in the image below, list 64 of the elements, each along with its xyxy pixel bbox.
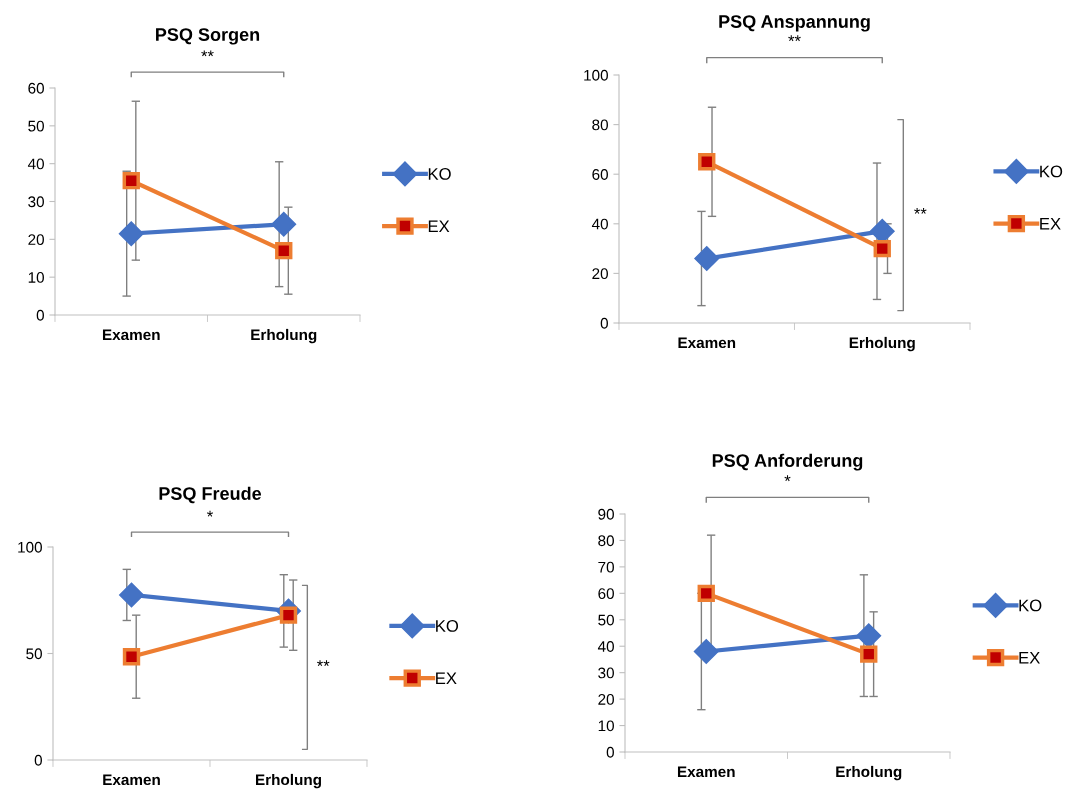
y-tick-label: 0 [606,746,614,758]
text: ** [201,50,214,57]
point [275,242,293,260]
x-tick-label: Erholung [849,336,915,352]
y-tick-label: 10 [28,272,44,283]
text: * [207,510,213,517]
y-tick-label: 60 [592,169,608,180]
y-tick-label: 40 [591,218,608,230]
annotation: ** [914,207,927,214]
y-tick-label: 60 [28,82,44,94]
y-tick-label: 50 [26,648,42,660]
y-tick-label: 20 [598,693,614,705]
x-tick-label: Examen [102,329,160,341]
text: ** [788,35,801,42]
legend-label: KO [1019,599,1042,612]
legend-label: EX [428,220,450,232]
point [119,582,144,608]
point [271,211,297,237]
chart-title: PSQ Anspannung [719,15,870,32]
y-tick-label: 100 [18,541,42,553]
legend-label: EX [436,672,457,684]
y-tick-label: 30 [598,667,614,679]
legend-label: KO [1040,165,1063,178]
y-tick-label: 0 [600,317,608,329]
x-tick-label: Examen [103,774,160,786]
y-tick-label: 20 [592,268,608,280]
y-tick-label: 60 [598,588,614,600]
point [122,172,140,190]
y-tick-label: 0 [36,309,44,321]
y-tick-label: 30 [28,196,44,208]
y-tick-label: 100 [584,69,608,81]
y-tick-label: 50 [28,120,44,132]
chart-title: PSQ Freude [159,486,262,504]
x-tick-label: Examen [678,337,736,349]
chart-title: PSQ Sorgen [156,28,260,45]
point [694,246,720,271]
y-tick-label: 40 [27,158,44,170]
legend-label: KO [436,620,459,632]
y-tick-label: 50 [598,614,614,626]
y-tick-label: 10 [598,720,614,732]
point [698,153,716,171]
y-tick-label: 90 [598,508,614,520]
y-tick-label: 80 [598,535,614,547]
legend-label: EX [1040,217,1061,230]
x-tick-label: Erholung [836,765,902,781]
y-tick-label: 70 [598,561,614,573]
x-tick-label: Examen [677,766,735,778]
y-tick-label: 0 [34,754,42,766]
legend-label: KO [428,168,451,180]
y-tick-label: 40 [597,641,614,652]
y-tick-label: 20 [28,234,44,246]
point [860,645,878,663]
x-tick-label: Erholung [251,328,317,344]
text: * [784,475,791,482]
x-tick-label: Erholung [256,773,321,789]
legend-label: EX [1019,651,1040,664]
point [122,648,141,666]
chart-title: PSQ Anforderung [712,453,863,471]
point [873,239,891,258]
annotation: ** [317,660,330,667]
point [697,584,715,603]
point [118,221,144,247]
y-tick-label: 80 [592,119,608,131]
point [693,639,719,664]
